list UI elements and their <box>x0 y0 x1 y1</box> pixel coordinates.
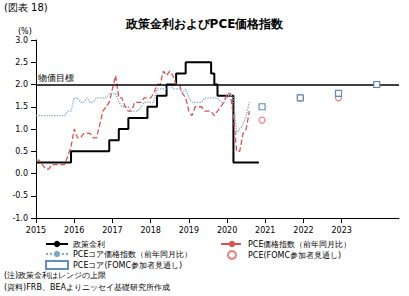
svg-text:(図表 18): (図表 18) <box>4 2 48 13</box>
svg-text:-1.0: -1.0 <box>12 214 28 223</box>
svg-text:物価目標: 物価目標 <box>38 73 74 83</box>
svg-text:PCEコア価格指数（前年同月比）: PCEコア価格指数（前年同月比） <box>73 250 192 259</box>
svg-text:-0.5: -0.5 <box>12 191 28 200</box>
svg-text:2016: 2016 <box>64 226 84 235</box>
svg-text:2019: 2019 <box>179 226 199 235</box>
svg-text:0.5: 0.5 <box>15 147 28 156</box>
svg-text:3.0: 3.0 <box>15 36 28 45</box>
svg-text:2.5: 2.5 <box>15 58 28 67</box>
svg-text:(資料)FRB、BEAよりニッセイ基礎研究所作成: (資料)FRB、BEAよりニッセイ基礎研究所作成 <box>4 283 170 292</box>
svg-text:政策金利: 政策金利 <box>73 240 105 249</box>
svg-text:PCEコア(FOMC参加者見通し): PCEコア(FOMC参加者見通し) <box>73 261 182 270</box>
svg-text:1.0: 1.0 <box>15 125 28 134</box>
svg-text:(注)政策金利はレンジの上限: (注)政策金利はレンジの上限 <box>4 271 106 280</box>
svg-text:2021: 2021 <box>255 226 275 235</box>
svg-text:2015: 2015 <box>26 226 46 235</box>
svg-text:PCE(FOMC参加者見通し): PCE(FOMC参加者見通し) <box>248 251 341 260</box>
svg-text:2017: 2017 <box>102 226 122 235</box>
svg-text:1.5: 1.5 <box>15 102 28 111</box>
svg-text:2022: 2022 <box>293 226 313 235</box>
svg-text:2020: 2020 <box>217 226 237 235</box>
svg-text:政策金利およびPCE価格指数: 政策金利およびPCE価格指数 <box>125 17 285 31</box>
svg-text:0.0: 0.0 <box>15 169 28 178</box>
svg-text:2018: 2018 <box>140 226 160 235</box>
svg-text:2.0: 2.0 <box>15 80 28 89</box>
svg-text:(%): (%) <box>18 27 32 36</box>
svg-text:PCE価格指数（前年同月比）: PCE価格指数（前年同月比） <box>248 240 351 249</box>
svg-text:2023: 2023 <box>332 226 352 235</box>
